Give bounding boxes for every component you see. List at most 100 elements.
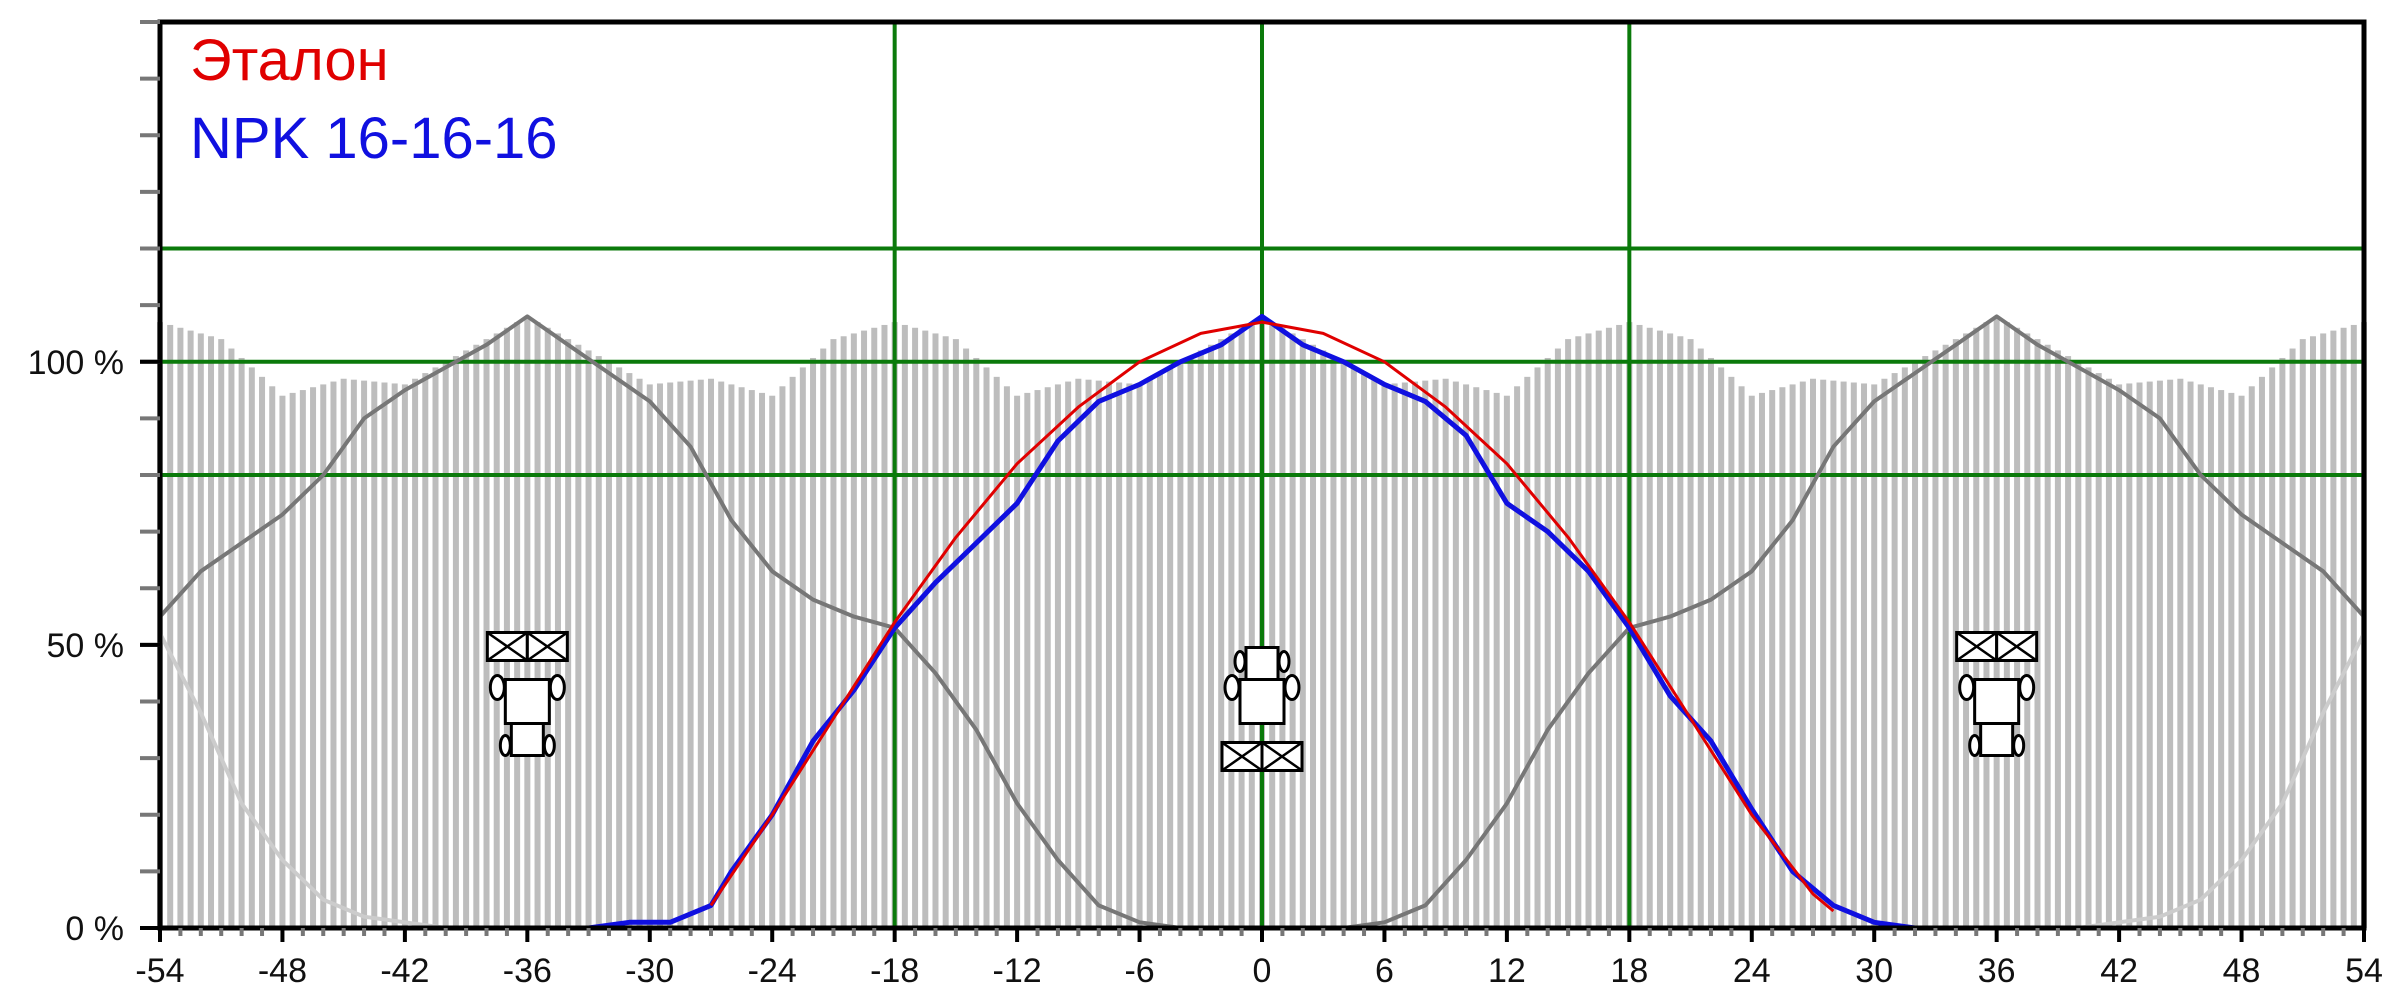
distribution-bar [840, 336, 847, 928]
distribution-bar [2340, 327, 2347, 928]
distribution-bar [1983, 322, 1990, 928]
series-lines [158, 313, 2366, 931]
distribution-bar [2136, 382, 2143, 928]
distribution-bar [2075, 361, 2082, 928]
distribution-bar [932, 333, 939, 928]
distribution-bar [1503, 395, 1510, 929]
distribution-bar [2309, 336, 2316, 928]
x-tick-label: 42 [2100, 952, 2138, 990]
distribution-bar [779, 386, 786, 929]
distribution-bar [1850, 382, 1857, 928]
distribution-bar [1871, 384, 1878, 928]
distribution-bar [2289, 348, 2296, 929]
distribution-bar [1310, 344, 1317, 928]
distribution-bar [1003, 386, 1010, 929]
axes: -54 -48 -42 -36 -30 -24 -18 -12 -6 0 6 12 18 24 30 36 42… [28, 20, 2383, 990]
distribution-bar [1789, 384, 1796, 928]
distribution-bar [1197, 350, 1204, 928]
x-tick-label: -6 [1124, 952, 1154, 990]
distribution-bar [1799, 381, 1806, 929]
distribution-bar [1361, 373, 1368, 928]
distribution-bar [1116, 382, 1123, 928]
distribution-bar [1544, 357, 1551, 929]
distribution-bar [218, 339, 225, 929]
distribution-bar [2065, 356, 2072, 928]
distribution-bar [1963, 333, 1970, 928]
distribution-bar [861, 330, 868, 928]
distribution-bar [1667, 333, 1674, 928]
distribution-bar [1340, 361, 1347, 928]
distribution-bar [2258, 376, 2265, 929]
distribution-bar [2105, 378, 2112, 928]
distribution-bar [289, 392, 296, 928]
distribution-bar [952, 339, 959, 929]
distribution-bar [1350, 367, 1357, 929]
distribution-bar [1381, 384, 1388, 928]
distribution-bar [320, 384, 327, 928]
distribution-bar [1534, 367, 1541, 929]
distribution-bar [2330, 330, 2337, 928]
distribution-bar [2238, 395, 2245, 929]
distribution-bar [1554, 348, 1561, 929]
distribution-bar [1861, 383, 1868, 928]
distribution-bar [810, 357, 817, 929]
distribution-bar [2299, 339, 2306, 929]
series-line-neighbor [158, 314, 1262, 930]
distribution-bar [554, 333, 561, 928]
distribution-bar [646, 384, 653, 928]
distribution-bar [1748, 395, 1755, 929]
series-line-neighbor [158, 632, 446, 930]
distribution-bar [1779, 387, 1786, 928]
distribution-bar [2014, 327, 2021, 928]
distribution-bar [2156, 380, 2163, 928]
x-tick-label: -30 [625, 952, 674, 990]
tractor-spreader-icon [1220, 646, 1304, 772]
distribution-bar [1810, 378, 1816, 928]
distribution-bar [1085, 379, 1092, 928]
distribution-bar [1595, 330, 1602, 928]
distribution-bar [1687, 339, 1694, 929]
legend: Эталон NPK 16-16-16 [190, 28, 558, 171]
distribution-bar [238, 357, 245, 929]
y-tick-label: 0 % [65, 910, 124, 948]
distribution-bar [1412, 381, 1419, 929]
tractor-spreader-icon [485, 631, 569, 757]
x-tick-label: -54 [135, 952, 184, 990]
distribution-bar [544, 327, 551, 928]
x-tick-label: -24 [748, 952, 797, 990]
distribution-bar [1656, 330, 1663, 928]
distribution-bar [1830, 380, 1837, 928]
distribution-bar [1718, 367, 1725, 929]
distribution-bar [1585, 333, 1592, 928]
distribution-bar [1901, 367, 1908, 929]
distribution-bar [473, 344, 480, 928]
distribution-bar [1422, 380, 1429, 928]
distribution-bar [1565, 339, 1572, 929]
distribution-bar [1738, 386, 1745, 929]
distribution-bar [2350, 324, 2357, 929]
distribution-bar [1707, 357, 1714, 929]
distribution-bar [728, 384, 735, 928]
distribution-bar [1401, 382, 1408, 928]
x-tick-label: 12 [1488, 952, 1526, 990]
x-tick-label: 24 [1733, 952, 1771, 990]
distribution-bar [2269, 367, 2276, 929]
green-gridlines [160, 22, 2364, 928]
distribution-bar [2197, 384, 2204, 928]
distribution-bar [983, 367, 990, 929]
distribution-bar [534, 322, 541, 928]
distribution-bar [2248, 386, 2255, 929]
distribution-bar [452, 356, 459, 928]
distribution-bar [1034, 390, 1041, 928]
series-line-etalon [709, 320, 1835, 913]
x-tick-label: 54 [2345, 952, 2383, 990]
distribution-bar [1697, 348, 1704, 929]
distribution-bar [738, 387, 745, 928]
distribution-bar [789, 376, 796, 929]
distribution-bar [2320, 333, 2327, 928]
distribution-bar [1207, 344, 1214, 928]
distribution-bar [1452, 381, 1459, 929]
distribution-bar [1932, 350, 1939, 928]
distribution-bar [1075, 378, 1082, 928]
distribution-bar [799, 367, 806, 929]
